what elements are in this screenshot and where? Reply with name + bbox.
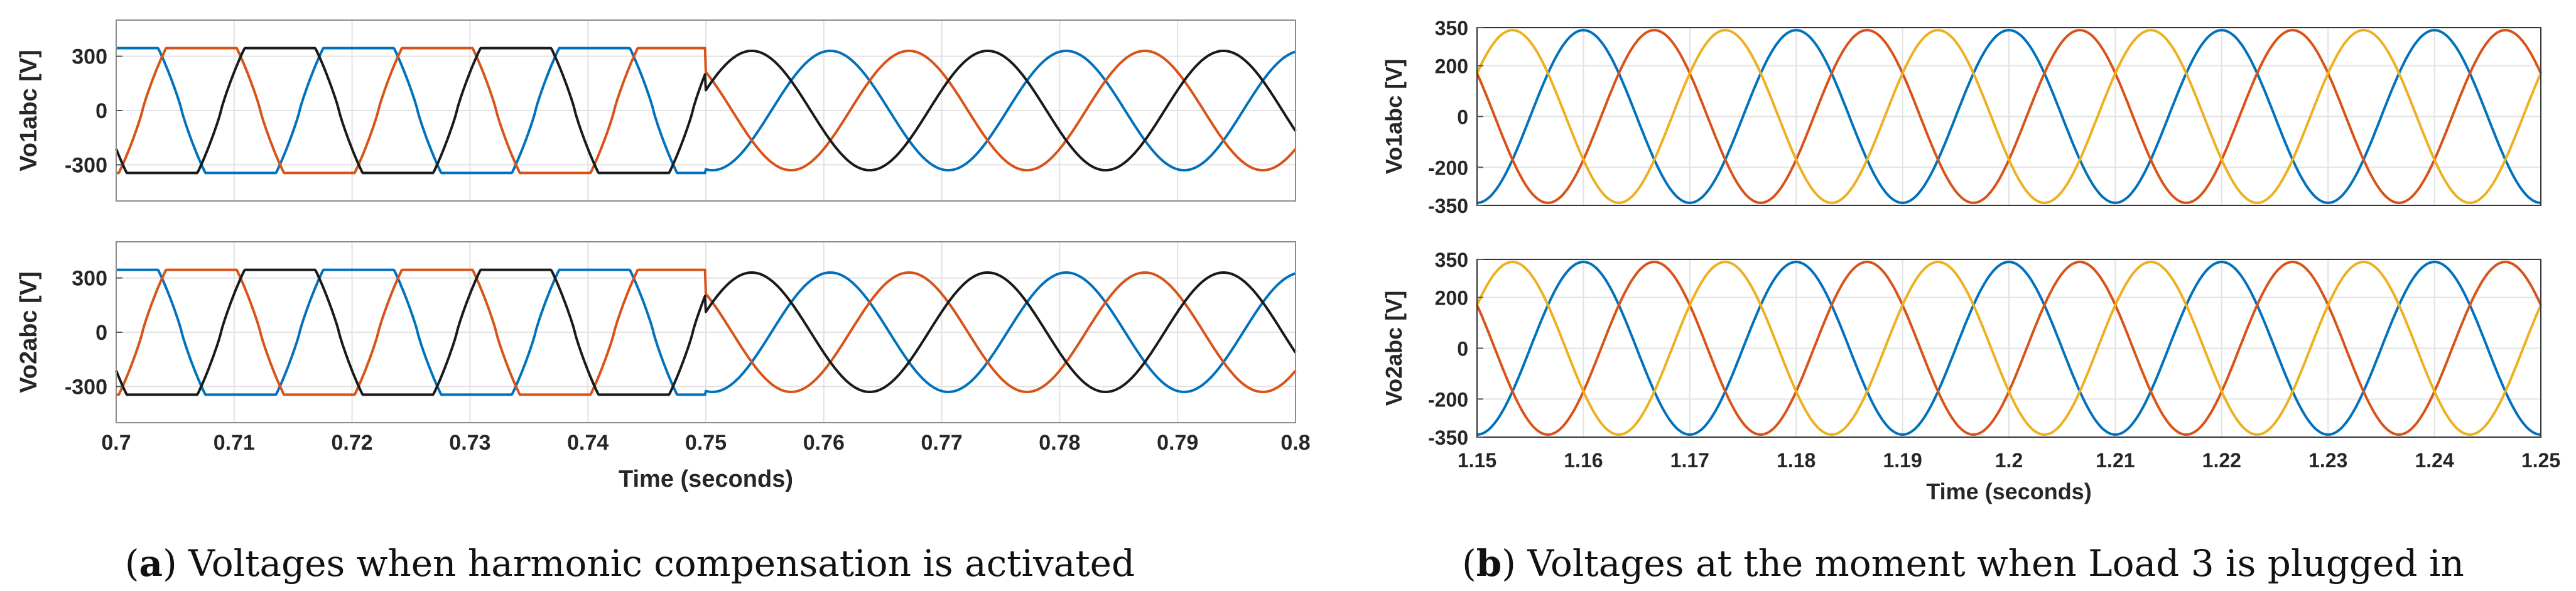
caption-b: (b) Voltages at the moment when Load 3 i… [1462, 542, 2464, 585]
y-axis-label: Vo1abc [V] [1381, 59, 1407, 174]
y-tick-label: -200 [1428, 156, 1468, 179]
x-tick-label: 1.21 [2096, 449, 2135, 472]
x-tick-label: 0.76 [803, 431, 845, 455]
chart-a-bottom: -300 0 300 0.7 0.71 0.72 0.73 0.74 0.75 0.76 0.77 0… [16, 241, 1311, 492]
y-tick-label: -200 [1428, 388, 1468, 411]
y-tick-label: 300 [72, 267, 107, 291]
x-tick-label: 1.24 [2415, 449, 2454, 472]
y-axis-label: Vo1abc [V] [16, 50, 42, 171]
caption-a: (a) Voltages when harmonic compensation … [125, 542, 1135, 585]
x-tick-label: 0.75 [685, 431, 727, 455]
y-tick-label: -300 [65, 153, 107, 177]
y-tick-label: 200 [1435, 287, 1468, 310]
y-tick-label: -300 [65, 375, 107, 399]
x-tick-label: 1.15 [1458, 449, 1496, 472]
x-tick-label: 0.8 [1280, 431, 1310, 455]
x-tick-label: 0.7 [101, 431, 131, 455]
y-tick-label: 0 [95, 321, 107, 345]
x-tick-label: 1.19 [1883, 449, 1922, 472]
x-tick-label: 1.22 [2202, 449, 2241, 472]
panel-a: -300 0 300 Vo1abc [V] -300 0 300 0.7 0.71 0.72 0.… [16, 19, 1311, 585]
x-tick-label: 1.16 [1564, 449, 1603, 472]
x-axis-label: Time (seconds) [1926, 479, 2091, 504]
y-tick-label: 0 [1457, 106, 1468, 129]
x-tick-label: 0.79 [1157, 431, 1198, 455]
series-line-3 [1476, 261, 2542, 436]
series-line-2 [116, 268, 1297, 396]
panel-b: -350 -200 0 200 350 Vo1abc [V] -350 -200 0 200 35… [1381, 17, 2560, 585]
x-tick-label: 1.25 [2521, 449, 2560, 472]
y-axis-label: Vo2abc [V] [16, 271, 42, 393]
x-tick-label: 0.74 [567, 431, 609, 455]
y-tick-label: 0 [95, 99, 107, 123]
x-tick-label: 0.72 [332, 431, 373, 455]
chart-a-top: -300 0 300 Vo1abc [V] [16, 19, 1297, 202]
y-tick-label: 300 [72, 45, 107, 69]
x-tick-label: 1.18 [1777, 449, 1816, 472]
y-tick-label: 350 [1435, 249, 1468, 271]
y-tick-label: -350 [1428, 426, 1468, 449]
series-line-3 [115, 268, 1297, 396]
chart-b-top: -350 -200 0 200 350 Vo1abc [V] [1381, 17, 2542, 217]
y-tick-label: 200 [1435, 55, 1468, 78]
series-line-3 [1476, 29, 2542, 204]
y-tick-label: 0 [1457, 338, 1468, 361]
x-tick-label: 0.71 [214, 431, 255, 455]
chart-b-bottom: -350 -200 0 200 350 1.15 1.16 1.17 1.18 1.19 1.2 1.… [1381, 249, 2560, 504]
series-line-3 [115, 46, 1297, 175]
y-tick-label: 350 [1435, 17, 1468, 40]
x-tick-label: 1.2 [1995, 449, 2023, 472]
series-line-1 [116, 268, 1296, 396]
y-tick-label: -350 [1428, 195, 1468, 217]
x-tick-label: 0.73 [449, 431, 490, 455]
x-tick-label: 0.78 [1039, 431, 1080, 455]
series-line-2 [116, 46, 1297, 175]
x-tick-label: 1.17 [1670, 449, 1709, 472]
x-tick-label: 1.23 [2308, 449, 2347, 472]
y-axis-label: Vo2abc [V] [1381, 291, 1407, 406]
series-line-1 [116, 46, 1296, 175]
x-tick-label: 0.77 [921, 431, 963, 455]
x-axis-label: Time (seconds) [619, 466, 793, 492]
